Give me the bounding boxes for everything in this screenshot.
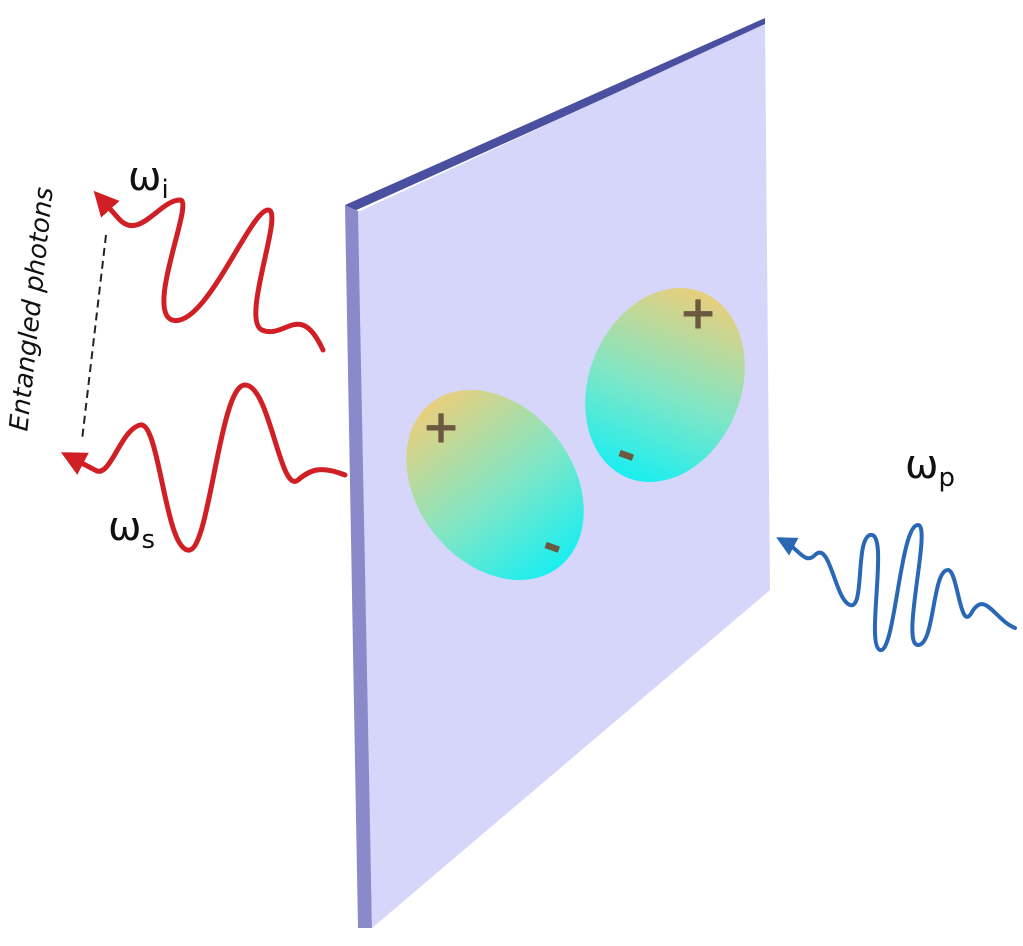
dipole (406, 390, 584, 580)
dipole (585, 288, 745, 482)
signal-label: ωs (108, 504, 155, 555)
charge-plus: + (679, 286, 718, 340)
pump-photon (776, 522, 1017, 653)
entanglement-link (81, 234, 107, 441)
entangled-label: Entangled photons (4, 186, 59, 433)
signal-photon (60, 382, 348, 553)
idler-label: ωi (128, 154, 169, 205)
plate-top-edge (345, 18, 765, 212)
pump-label: ωp (905, 442, 955, 493)
idler-photon (93, 190, 326, 353)
plate-side-edge (345, 205, 372, 928)
charge-plus: + (422, 400, 461, 454)
